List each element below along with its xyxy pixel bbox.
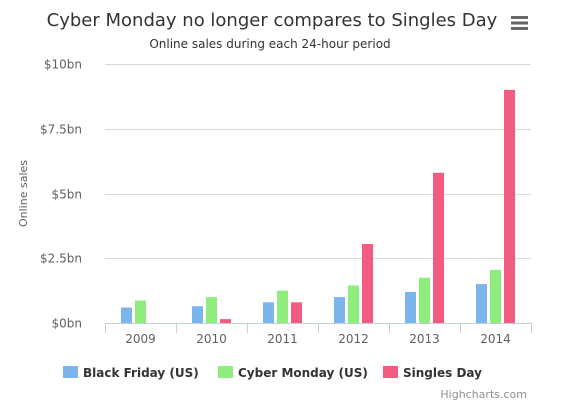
bar-cyber-monday-us-2010[interactable] <box>206 297 217 323</box>
menu-icon-line-top <box>511 16 528 19</box>
y-tick-label: $10bn <box>44 58 82 72</box>
x-axis-ticks: 2009 2010 2011 2012 2013 2014 <box>125 332 511 346</box>
credits-link[interactable]: Highcharts.com <box>440 388 527 401</box>
hamburger-menu-icon[interactable] <box>511 16 528 30</box>
legend-swatch <box>218 366 233 378</box>
legend-item-cyber-monday-us[interactable]: Cyber Monday (US) <box>218 366 368 380</box>
y-tick-label: $2.5bn <box>40 252 82 266</box>
bar-singles-day-2013[interactable] <box>433 172 444 323</box>
bar-black-friday-us-2011[interactable] <box>263 302 274 323</box>
legend-label: Singles Day <box>403 366 482 380</box>
bar-black-friday-us-2013[interactable] <box>405 291 416 323</box>
legend-item-singles-day[interactable]: Singles Day <box>383 366 482 380</box>
bar-singles-day-2012[interactable] <box>362 244 373 323</box>
bar-singles-day-2010[interactable] <box>220 319 231 323</box>
x-tick-label: 2014 <box>480 332 511 346</box>
x-axis <box>105 323 532 333</box>
y-tick-label: $0bn <box>52 317 83 331</box>
legend-swatch <box>63 366 78 378</box>
bar-singles-day-2014[interactable] <box>504 89 515 324</box>
x-tick-label: 2013 <box>409 332 440 346</box>
legend-label: Black Friday (US) <box>83 366 199 380</box>
bar-cyber-monday-us-2012[interactable] <box>348 285 359 323</box>
x-tick-label: 2009 <box>125 332 156 346</box>
x-tick-label: 2010 <box>196 332 227 346</box>
chart-subtitle: Online sales during each 24-hour period <box>149 37 390 51</box>
bar-cyber-monday-us-2011[interactable] <box>277 290 288 323</box>
bars <box>121 89 515 324</box>
bar-black-friday-us-2012[interactable] <box>334 297 345 323</box>
legend: Black Friday (US) Cyber Monday (US) Single… <box>63 366 482 380</box>
bar-black-friday-us-2010[interactable] <box>192 306 203 323</box>
menu-icon-line-bottom <box>511 27 528 30</box>
y-tick-label: $7.5bn <box>40 123 82 137</box>
menu-icon-line-middle <box>511 21 528 25</box>
chart-title: Cyber Monday no longer compares to Singl… <box>47 10 498 31</box>
y-axis-title: Online sales <box>17 160 30 227</box>
legend-item-black-friday-us[interactable]: Black Friday (US) <box>63 366 199 380</box>
x-tick-label: 2011 <box>267 332 298 346</box>
legend-swatch <box>383 366 398 378</box>
bar-singles-day-2011[interactable] <box>291 302 302 323</box>
bar-black-friday-us-2009[interactable] <box>121 307 132 324</box>
bar-cyber-monday-us-2013[interactable] <box>419 277 430 323</box>
y-tick-label: $5bn <box>52 188 83 202</box>
legend-label: Cyber Monday (US) <box>238 366 368 380</box>
x-tick-label: 2012 <box>338 332 369 346</box>
y-axis-ticks: $0bn $2.5bn $5bn $7.5bn $10bn <box>40 58 82 331</box>
bar-cyber-monday-us-2014[interactable] <box>490 269 501 323</box>
bar-cyber-monday-us-2009[interactable] <box>135 300 146 324</box>
bar-black-friday-us-2014[interactable] <box>476 284 487 323</box>
grid-lines <box>105 64 531 259</box>
menu-button[interactable] <box>507 10 533 36</box>
